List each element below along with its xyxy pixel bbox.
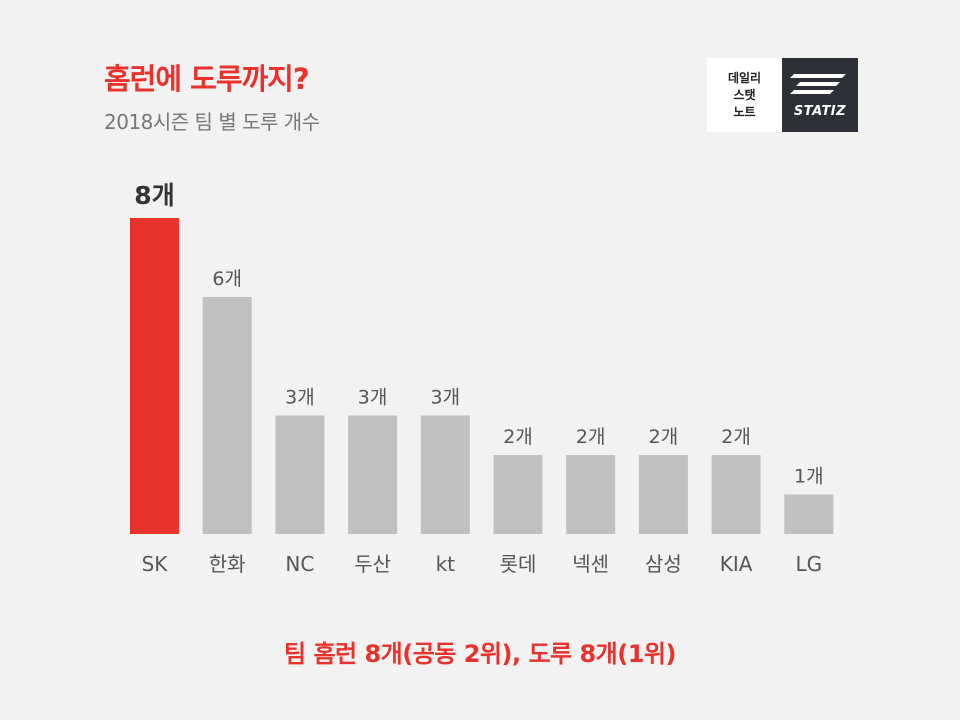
- bar-한화: [202, 297, 252, 534]
- chart-subtitle: 2018시즌 팀 별 도루 개수: [104, 110, 320, 134]
- category-label-kt: kt: [436, 552, 456, 576]
- value-label-KIA: 2개: [721, 426, 751, 448]
- bar-kt: [420, 415, 470, 534]
- value-label-한화: 6개: [212, 268, 242, 290]
- logo-statiz: STATIZ: [782, 58, 858, 132]
- bar-삼성: [638, 455, 688, 534]
- bar-두산: [348, 415, 398, 534]
- category-label-삼성: 삼성: [645, 552, 682, 576]
- bar-NC: [275, 415, 325, 534]
- value-label-삼성: 2개: [649, 426, 679, 448]
- logo-line-3: 노트: [733, 104, 756, 119]
- category-label-한화: 한화: [209, 552, 246, 576]
- footer-note: 팀 홈런 8개(공동 2위), 도루 8개(1위): [284, 640, 676, 668]
- value-label-SK: 8개: [134, 181, 174, 210]
- chart-title: 홈런에 도루까지?: [104, 62, 310, 96]
- statiz-stripes-icon: [790, 74, 846, 94]
- category-label-NC: NC: [285, 552, 314, 576]
- value-label-kt: 3개: [431, 387, 461, 409]
- value-label-롯데: 2개: [503, 426, 533, 448]
- category-label-SK: SK: [142, 552, 169, 576]
- bar-KIA: [711, 455, 761, 534]
- category-label-롯데: 롯데: [500, 552, 537, 576]
- logo-statiz-text: STATIZ: [793, 104, 847, 119]
- value-label-LG: 1개: [794, 466, 824, 488]
- bar-LG: [784, 494, 834, 534]
- logo-line-1: 데일리: [727, 70, 762, 85]
- bar-SK: [130, 218, 179, 534]
- category-label-KIA: KIA: [720, 552, 753, 576]
- value-label-넥센: 2개: [576, 426, 606, 448]
- logo-daily-stat-note: 데일리 스탯 노트: [707, 58, 782, 132]
- logo-line-2: 스탯: [733, 87, 756, 102]
- category-label-LG: LG: [795, 552, 822, 576]
- category-label-넥센: 넥센: [572, 552, 609, 576]
- category-label-두산: 두산: [354, 552, 391, 576]
- bar-롯데: [493, 455, 543, 534]
- value-label-두산: 3개: [358, 387, 388, 409]
- bar-넥센: [566, 455, 616, 534]
- value-label-NC: 3개: [285, 387, 315, 409]
